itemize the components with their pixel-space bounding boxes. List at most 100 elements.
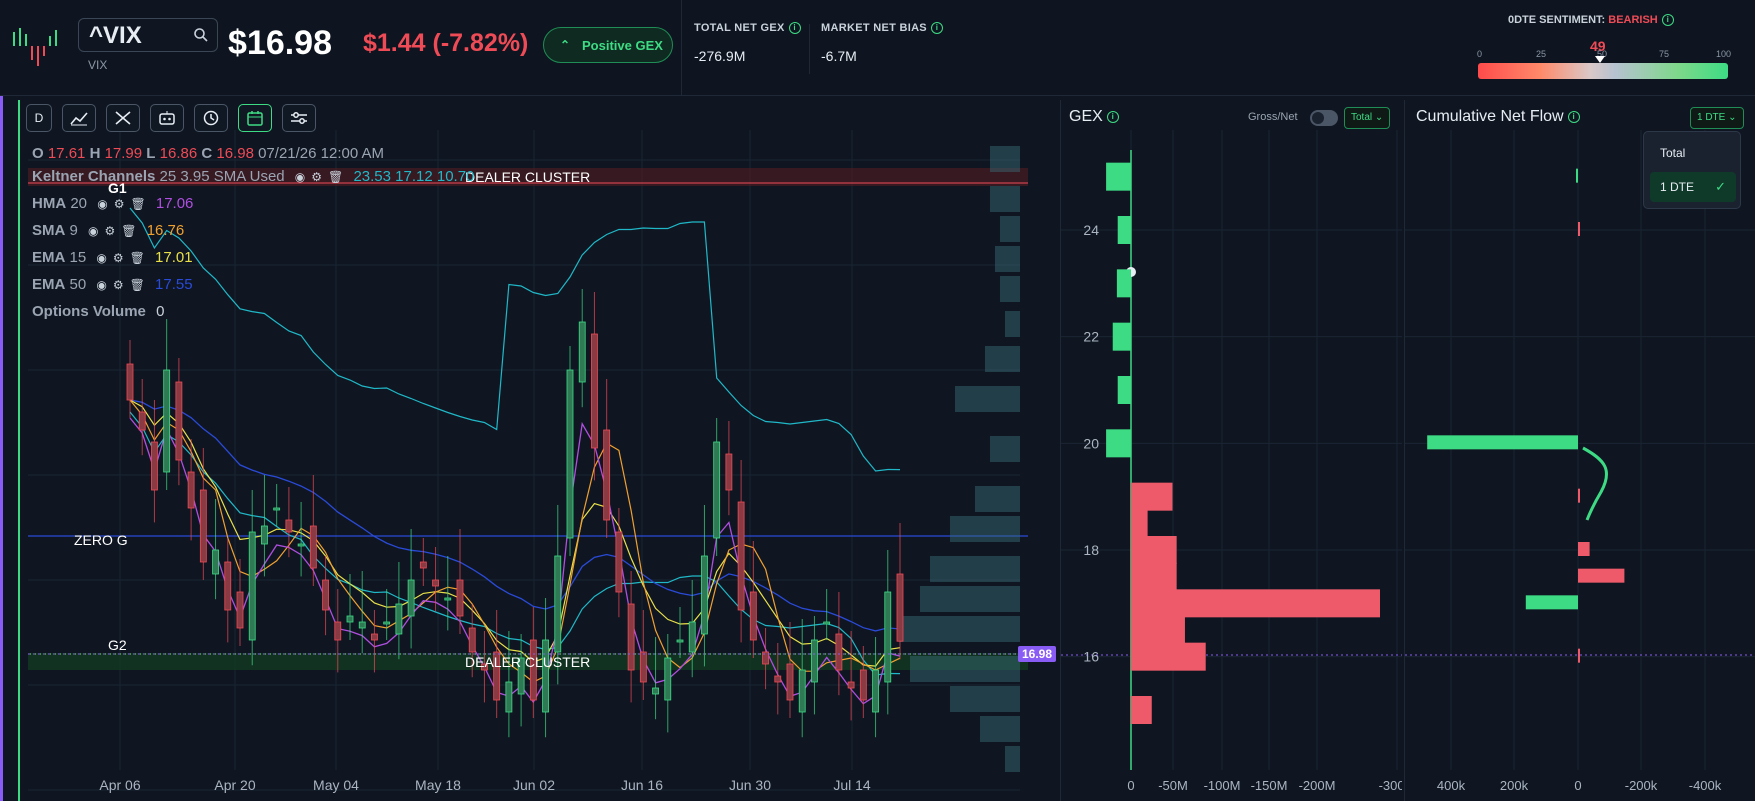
drawing-tools-icon bbox=[115, 111, 131, 125]
dealer-cluster-label-top: DEALER CLUSTER bbox=[465, 169, 590, 185]
trash-icon[interactable]: 🗑 bbox=[129, 251, 145, 265]
info-icon[interactable]: i bbox=[788, 22, 801, 35]
gex-x-tick: -150M bbox=[1251, 778, 1288, 793]
sentiment-label: 0DTE SENTIMENT: BEARISH i bbox=[1508, 14, 1674, 27]
gear-icon[interactable]: ⚙ bbox=[112, 278, 124, 292]
candle-body bbox=[798, 669, 806, 713]
eye-icon[interactable]: ◉ bbox=[96, 251, 107, 265]
eye-icon[interactable]: ◉ bbox=[97, 197, 108, 211]
eye-icon[interactable]: ◉ bbox=[96, 278, 107, 292]
price-tag-box bbox=[1018, 646, 1056, 662]
gex-mode-dropdown[interactable]: Total ⌄ bbox=[1344, 107, 1391, 129]
robot-icon bbox=[159, 111, 175, 125]
bot-button[interactable] bbox=[150, 104, 184, 132]
candle-body bbox=[151, 441, 158, 491]
candle-body bbox=[248, 531, 256, 641]
candle-body bbox=[383, 621, 391, 625]
hma-legend: HMA 20 ◉ ⚙ 🗑 17.06 bbox=[32, 195, 194, 212]
gex-x-tick: -300M bbox=[1379, 778, 1402, 793]
candle-body bbox=[163, 369, 171, 473]
candle-body bbox=[407, 579, 415, 617]
trash-icon[interactable]: 🗑 bbox=[121, 224, 137, 238]
candle-body bbox=[615, 531, 623, 593]
candle-body bbox=[639, 651, 647, 683]
price-chart-panel[interactable] bbox=[18, 100, 1058, 801]
settings-button[interactable] bbox=[282, 104, 316, 132]
candle-body bbox=[762, 651, 769, 665]
volume-profile-bar bbox=[975, 486, 1020, 512]
volume-profile-bar bbox=[1005, 311, 1020, 337]
flow-bar-negative bbox=[1578, 488, 1580, 503]
gear-icon[interactable]: ⚙ bbox=[112, 251, 124, 265]
calendar-button[interactable] bbox=[238, 104, 272, 132]
sma-legend: SMA 9 ◉ ⚙ 🗑 16.76 bbox=[32, 222, 185, 239]
sentiment-gauge bbox=[1478, 63, 1728, 79]
interval-button[interactable]: D bbox=[26, 104, 52, 132]
drawing-tools-button[interactable] bbox=[106, 104, 140, 132]
eye-icon[interactable]: ◉ bbox=[294, 170, 306, 184]
replay-clock-icon bbox=[203, 110, 219, 126]
candle-body bbox=[786, 663, 794, 701]
eye-icon[interactable]: ◉ bbox=[88, 224, 99, 238]
search-icon[interactable] bbox=[193, 27, 209, 43]
ema50-line bbox=[129, 399, 901, 632]
candlestick-chart[interactable]: Apr 06 Apr 20 May 04 May 18 Jun 02 Jun 16 Jun … bbox=[20, 100, 1060, 801]
volume-profile-bar bbox=[955, 386, 1020, 412]
price-change: $1.44 (-7.82%) bbox=[363, 29, 529, 57]
keltner-legend: Keltner Channels 25 3.95 SMA Used ◉ ⚙ 🗑 23… bbox=[32, 168, 475, 185]
candle-body bbox=[297, 543, 305, 547]
trash-icon[interactable]: 🗑 bbox=[328, 170, 344, 184]
candle-body bbox=[774, 675, 782, 683]
menu-item-total[interactable]: Total bbox=[1660, 146, 1686, 160]
volume-profile-bar bbox=[950, 516, 1020, 542]
ticker-search-box[interactable]: ^VIX bbox=[78, 18, 218, 52]
total-net-gex-label: TOTAL NET GEX i bbox=[694, 22, 801, 35]
trash-icon[interactable]: 🗑 bbox=[130, 197, 146, 211]
gross-net-toggle[interactable] bbox=[1310, 110, 1338, 126]
ticker-input-value[interactable]: ^VIX bbox=[89, 22, 142, 49]
candle-body bbox=[224, 561, 232, 611]
chevron-down-icon: ⌄ bbox=[1728, 112, 1737, 123]
flow-bar-chart[interactable]: 400k 200k 0 -200k -400k bbox=[1405, 130, 1755, 801]
x-tick-label: Jun 02 bbox=[513, 777, 555, 793]
candle-body bbox=[481, 663, 488, 671]
candle-body bbox=[273, 507, 281, 511]
positive-gex-button[interactable]: ⌃ Positive GEX bbox=[543, 27, 673, 63]
volume-profile-bar bbox=[995, 246, 1020, 272]
candle-body bbox=[884, 591, 892, 683]
trash-icon[interactable]: 🗑 bbox=[129, 278, 145, 292]
flow-mode-dropdown[interactable]: 1 DTE ⌄ bbox=[1690, 107, 1744, 129]
candle-body bbox=[664, 657, 672, 701]
gex-bar-chart[interactable]: 16 18 20 22 24 0 -50M -100M -150M -200M -300M bbox=[1061, 130, 1402, 801]
header-divider bbox=[681, 0, 682, 96]
info-icon[interactable]: i bbox=[1106, 110, 1119, 123]
price-tag: 16.98 bbox=[1022, 647, 1052, 661]
gear-icon[interactable]: ⚙ bbox=[104, 224, 116, 238]
candle-body bbox=[138, 411, 146, 431]
flow-bar-negative bbox=[1578, 648, 1580, 663]
info-icon[interactable]: i bbox=[930, 22, 943, 35]
gear-icon[interactable]: ⚙ bbox=[113, 197, 125, 211]
menu-item-1dte[interactable]: 1 DTE ✓ bbox=[1650, 172, 1736, 202]
indicators-icon bbox=[70, 112, 88, 126]
sentiment-score: 49 bbox=[1590, 38, 1606, 54]
candle-body bbox=[285, 519, 293, 533]
gex-bar-positive bbox=[1106, 162, 1131, 191]
candle-body bbox=[444, 597, 452, 601]
replay-button[interactable] bbox=[194, 104, 228, 132]
indicators-button[interactable] bbox=[62, 104, 96, 132]
candle-body bbox=[542, 639, 549, 713]
gear-icon[interactable]: ⚙ bbox=[311, 170, 323, 184]
candle-body bbox=[823, 621, 831, 625]
volume-profile-bar bbox=[980, 716, 1020, 742]
info-icon[interactable]: i bbox=[1661, 14, 1674, 27]
sentiment-tick: 50 bbox=[1597, 49, 1608, 59]
top-header: ^VIX VIX $16.98 $1.44 (-7.82%) ⌃ Positiv… bbox=[0, 0, 1755, 96]
sentiment-tick: 75 bbox=[1659, 49, 1670, 59]
market-net-bias-label: MARKET NET BIAS i bbox=[821, 22, 943, 35]
left-accent-bar bbox=[0, 96, 3, 801]
flow-bar-negative bbox=[1578, 568, 1625, 583]
dealer-cluster-band-top bbox=[28, 168, 1028, 186]
sentiment-tick: 100 bbox=[1716, 49, 1732, 59]
info-icon[interactable]: i bbox=[1567, 110, 1580, 123]
